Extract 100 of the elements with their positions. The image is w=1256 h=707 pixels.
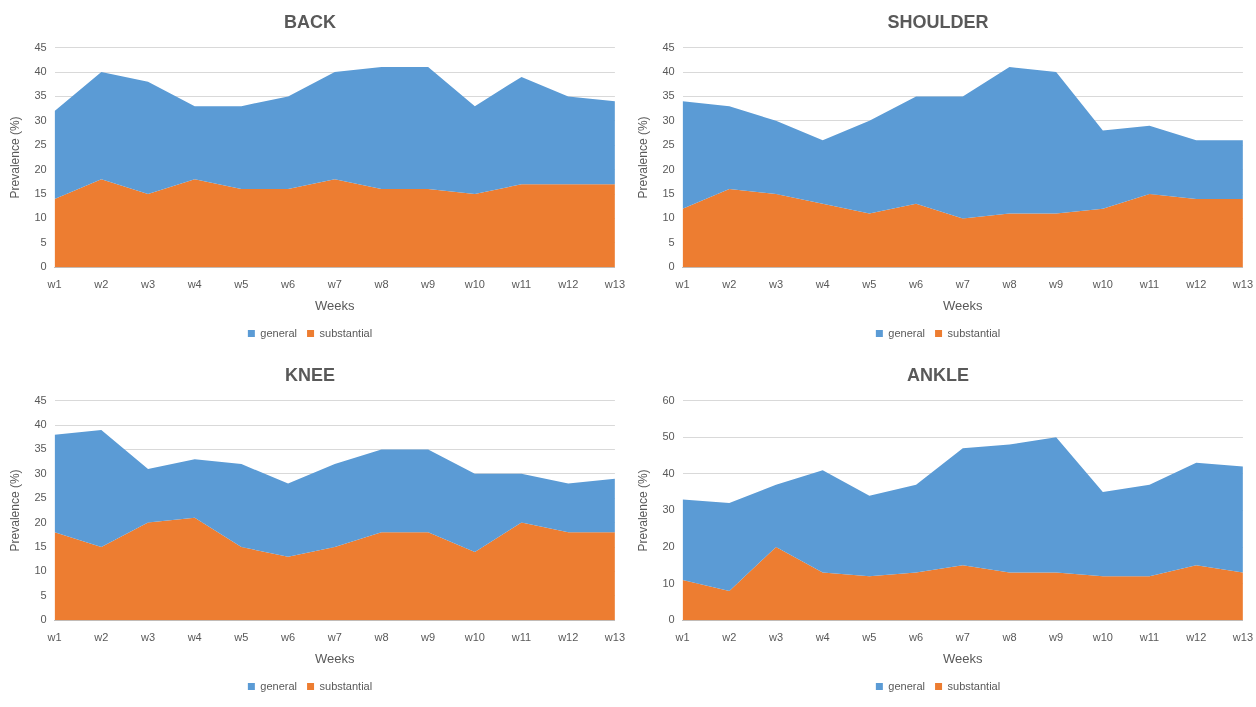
x-axis-title: Weeks bbox=[315, 297, 356, 313]
legend-label: general bbox=[260, 326, 298, 339]
x-tick-label: w2 bbox=[721, 630, 737, 643]
x-tick-label: w11 bbox=[1138, 277, 1160, 290]
y-tick-label: 35 bbox=[34, 89, 47, 102]
x-tick-label: w10 bbox=[1091, 277, 1113, 290]
x-axis-title: Weeks bbox=[315, 650, 356, 666]
chart-title: SHOULDER bbox=[887, 11, 989, 32]
x-tick-label: w8 bbox=[373, 277, 389, 290]
x-tick-label: w12 bbox=[1185, 277, 1207, 290]
y-tick-label: 10 bbox=[662, 576, 675, 589]
y-tick-label: 45 bbox=[662, 40, 675, 53]
x-axis-title: Weeks bbox=[943, 297, 984, 313]
x-tick-label: w2 bbox=[721, 277, 737, 290]
y-axis-title: Prevalence (%) bbox=[635, 469, 650, 552]
y-tick-label: 30 bbox=[662, 113, 675, 126]
x-tick-label: w6 bbox=[280, 630, 296, 643]
x-tick-label: w3 bbox=[767, 630, 784, 643]
y-axis-title: Prevalence (%) bbox=[635, 116, 650, 199]
y-tick-label: 40 bbox=[662, 466, 675, 479]
y-tick-label: 40 bbox=[34, 65, 47, 78]
x-tick-label: w4 bbox=[814, 277, 830, 290]
y-tick-label: 20 bbox=[34, 162, 47, 175]
x-tick-label: w4 bbox=[186, 630, 202, 643]
y-tick-label: 15 bbox=[34, 540, 47, 553]
y-axis-title: Prevalence (%) bbox=[7, 116, 22, 199]
y-tick-label: 0 bbox=[668, 613, 675, 626]
chart-title: BACK bbox=[284, 11, 336, 32]
chart-title: KNEE bbox=[284, 364, 336, 385]
x-tick-label: w9 bbox=[1048, 630, 1064, 643]
y-tick-label: 0 bbox=[668, 260, 675, 273]
y-tick-label: 20 bbox=[662, 540, 675, 553]
x-tick-label: w11 bbox=[510, 277, 532, 290]
x-tick-label: w6 bbox=[280, 277, 296, 290]
y-tick-label: 20 bbox=[34, 515, 47, 528]
x-tick-label: w13 bbox=[603, 277, 625, 290]
x-tick-label: w9 bbox=[420, 277, 436, 290]
x-tick-label: w13 bbox=[1231, 277, 1253, 290]
y-tick-label: 25 bbox=[34, 138, 47, 151]
x-tick-label: w3 bbox=[139, 630, 156, 643]
x-tick-label: w10 bbox=[463, 277, 485, 290]
x-tick-label: w3 bbox=[767, 277, 784, 290]
y-tick-label: 20 bbox=[662, 162, 675, 175]
y-tick-label: 10 bbox=[34, 211, 47, 224]
y-tick-label: 30 bbox=[34, 466, 47, 479]
x-tick-label: w5 bbox=[233, 277, 249, 290]
x-tick-label: w11 bbox=[1138, 630, 1160, 643]
x-tick-label: w4 bbox=[186, 277, 202, 290]
x-tick-label: w10 bbox=[463, 630, 485, 643]
x-tick-label: w1 bbox=[674, 630, 690, 643]
x-tick-label: w7 bbox=[326, 630, 342, 643]
x-tick-label: w5 bbox=[861, 630, 877, 643]
x-tick-label: w8 bbox=[1001, 277, 1017, 290]
x-tick-label: w5 bbox=[233, 630, 249, 643]
y-tick-label: 35 bbox=[662, 89, 675, 102]
y-tick-label: 45 bbox=[34, 393, 47, 406]
legend-label: substantial bbox=[947, 326, 1001, 339]
y-tick-label: 40 bbox=[34, 418, 47, 431]
x-axis-title: Weeks bbox=[943, 650, 984, 666]
y-tick-label: 10 bbox=[662, 211, 675, 224]
x-tick-label: w13 bbox=[603, 630, 625, 643]
legend-label: substantial bbox=[319, 326, 373, 339]
x-tick-label: w2 bbox=[93, 277, 109, 290]
y-tick-label: 25 bbox=[662, 138, 675, 151]
x-tick-label: w3 bbox=[139, 277, 156, 290]
legend-label: general bbox=[888, 326, 926, 339]
y-tick-label: 5 bbox=[668, 235, 675, 248]
x-tick-label: w12 bbox=[1185, 630, 1207, 643]
y-tick-label: 60 bbox=[662, 393, 675, 406]
x-tick-label: w8 bbox=[1001, 630, 1017, 643]
x-tick-label: w12 bbox=[557, 630, 579, 643]
legend-label: general bbox=[888, 679, 926, 692]
chart-title: ANKLE bbox=[907, 364, 969, 385]
y-tick-label: 35 bbox=[34, 442, 47, 455]
x-tick-label: w6 bbox=[908, 277, 924, 290]
y-tick-label: 0 bbox=[40, 613, 47, 626]
y-tick-label: 50 bbox=[662, 430, 675, 443]
y-tick-label: 5 bbox=[40, 588, 47, 601]
legend-label: substantial bbox=[947, 679, 1001, 692]
y-tick-label: 40 bbox=[662, 65, 675, 78]
x-tick-label: w7 bbox=[954, 277, 970, 290]
x-tick-label: w8 bbox=[373, 630, 389, 643]
y-tick-label: 30 bbox=[34, 113, 47, 126]
x-tick-label: w6 bbox=[908, 630, 924, 643]
y-tick-label: 30 bbox=[662, 503, 675, 516]
x-tick-label: w9 bbox=[1048, 277, 1064, 290]
legend-label: substantial bbox=[319, 679, 373, 692]
x-tick-label: w1 bbox=[46, 277, 62, 290]
x-tick-label: w11 bbox=[510, 630, 532, 643]
y-tick-label: 0 bbox=[40, 260, 47, 273]
y-tick-label: 10 bbox=[34, 564, 47, 577]
y-tick-label: 25 bbox=[34, 491, 47, 504]
x-tick-label: w4 bbox=[814, 630, 830, 643]
legend-label: general bbox=[260, 679, 298, 692]
y-tick-label: 5 bbox=[40, 235, 47, 248]
x-tick-label: w7 bbox=[954, 630, 970, 643]
y-tick-label: 15 bbox=[662, 187, 675, 200]
x-tick-label: w1 bbox=[46, 630, 62, 643]
y-tick-label: 45 bbox=[34, 40, 47, 53]
x-tick-label: w1 bbox=[674, 277, 690, 290]
